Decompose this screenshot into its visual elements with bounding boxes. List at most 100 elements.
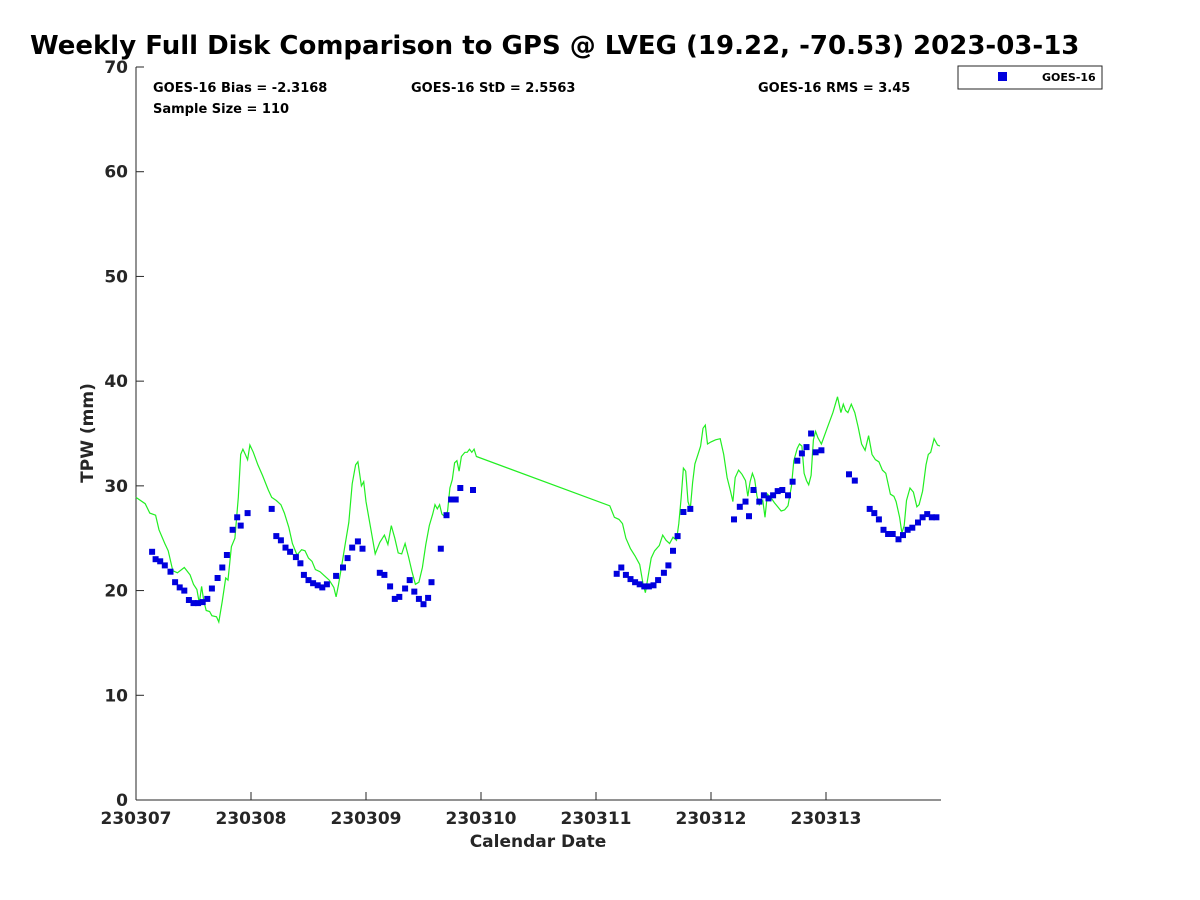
goes-16-point [871, 510, 878, 517]
goes-16-point [167, 568, 174, 575]
goes-16-point [406, 577, 413, 584]
goes-16-point [448, 496, 455, 503]
legend-marker [998, 72, 1007, 81]
goes-16-point [310, 580, 317, 587]
goes-16-point [195, 600, 202, 607]
goes-16-point [924, 511, 931, 518]
goes-16-point [750, 487, 757, 493]
stat-bias: GOES-16 Bias = -2.3168 [153, 81, 327, 96]
goes-16-point [457, 485, 464, 491]
goes-16-point [314, 582, 321, 589]
y-ticks: 0 10 20 30 40 50 60 70 [104, 58, 144, 811]
goes-16-point [650, 582, 657, 589]
x-tick-label: 230308 [216, 809, 287, 829]
goes-16-point [785, 492, 791, 499]
goes-16-point [770, 492, 777, 499]
y-tick-label: 40 [104, 372, 128, 392]
x-tick-label: 230310 [446, 809, 517, 829]
stat-sample-size: Sample Size = 110 [153, 102, 289, 117]
goes-16-point [660, 569, 667, 576]
goes-16-point [885, 531, 892, 537]
goes-16-point [344, 555, 351, 562]
y-tick-label: 20 [104, 582, 128, 602]
y-tick-label: 0 [116, 791, 128, 811]
goes-16-point [237, 522, 244, 529]
goes-16-point [818, 447, 825, 454]
chart-title: Weekly Full Disk Comparison to GPS @ LVE… [30, 31, 1079, 61]
goes-16-point [300, 571, 307, 578]
goes-16-point [185, 597, 192, 603]
legend-label: GOES-16 [1042, 71, 1096, 84]
x-tick-label: 230309 [331, 809, 402, 829]
goes-16-point [746, 513, 752, 520]
x-ticks: 230307 230308 230309 230310 230311 230312 2303… [101, 792, 861, 829]
goes-16-point [415, 595, 422, 602]
goes-16-point [354, 538, 361, 545]
stat-std: GOES-16 StD = 2.5563 [411, 81, 575, 96]
goes-16-point [613, 570, 620, 577]
goes-16-point [161, 562, 168, 569]
goes-16-point [305, 577, 312, 584]
goes-16-point [742, 498, 749, 505]
goes-16-point [172, 579, 179, 586]
goes-16-point [277, 537, 284, 544]
y-tick-label: 50 [104, 267, 128, 287]
goes-16-point [176, 584, 183, 591]
goes-16-point [632, 579, 639, 586]
goes-16-point [376, 569, 383, 576]
goes-16-point [915, 519, 921, 526]
goes-16-point [687, 505, 694, 512]
goes-16-point [219, 564, 226, 571]
goes-16-point [756, 498, 763, 505]
goes-16-point [396, 593, 403, 600]
goes-16-point [904, 526, 911, 533]
goes-16-point [428, 579, 435, 586]
goes-16-point [152, 556, 159, 563]
goes-16-point [641, 583, 648, 590]
goes-16-point [381, 571, 388, 578]
legend-box [957, 65, 1103, 90]
goes-16-point [287, 548, 294, 555]
goes-16-point [674, 533, 681, 540]
goes-16-point [919, 514, 926, 521]
goes-16-point [420, 601, 427, 608]
goes-16-point [622, 571, 629, 578]
goes-16-point [670, 547, 676, 554]
goes-16-point [889, 531, 896, 537]
y-axis-label: TPW (mm) [78, 383, 98, 483]
goes-16-point [636, 581, 643, 588]
goes-16-point [319, 584, 326, 591]
goes-16-point [731, 516, 737, 523]
goes-16-point [199, 599, 206, 606]
goes-16-point [866, 505, 873, 512]
goes-16-point [437, 545, 444, 552]
y-tick-label: 30 [104, 477, 128, 497]
goes-16-point [208, 585, 215, 592]
goes-16-point [736, 503, 743, 510]
goes-16-point [851, 477, 858, 484]
goes-16-point [244, 510, 251, 517]
goes-16-point [765, 495, 772, 502]
stats: GOES-16 Bias = -2.3168 GOES-16 StD = 2.5… [153, 81, 910, 117]
goes-16-point [292, 554, 299, 561]
goes-16-point [340, 564, 346, 571]
axes [135, 67, 941, 801]
goes-16-point [803, 444, 810, 451]
goes-16-point [909, 524, 916, 531]
goes-16-point [655, 577, 662, 584]
y-tick-label: 60 [104, 163, 128, 183]
goes-16-point [223, 552, 230, 558]
goes-16-point [349, 544, 356, 551]
goes-16-point [680, 509, 687, 515]
goes-16-point [402, 585, 409, 592]
stat-rms: GOES-16 RMS = 3.45 [758, 81, 910, 96]
legend: GOES-16 [957, 65, 1103, 90]
goes-16-point [229, 526, 236, 533]
goes-16-point [812, 449, 819, 456]
x-tick-label: 230307 [101, 809, 172, 829]
goes-16-point [359, 545, 366, 552]
goes-16-point [234, 514, 241, 521]
y-tick-label: 10 [104, 686, 128, 706]
goes-16-point [157, 558, 164, 565]
